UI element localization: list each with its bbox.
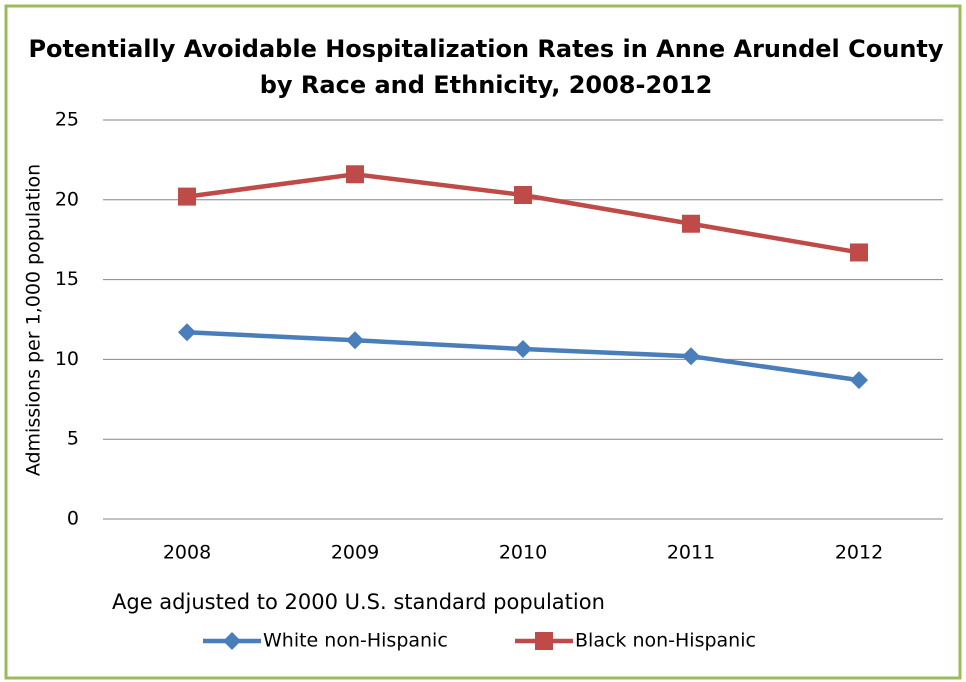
legend-label: Black non-Hispanic <box>575 630 756 652</box>
x-tick-label: 2009 <box>331 542 379 564</box>
marker <box>514 340 532 359</box>
marker <box>682 214 700 233</box>
marker <box>850 243 868 262</box>
marker <box>514 186 532 205</box>
marker <box>178 187 196 206</box>
chart-frame <box>4 4 962 680</box>
marker <box>850 371 868 390</box>
y-tick-label: 20 <box>55 188 79 210</box>
marker <box>682 347 700 366</box>
legend-label: White non-Hispanic <box>263 630 448 652</box>
chart-title: Potentially Avoidable Hospitalization Ra… <box>28 35 943 99</box>
marker <box>535 632 553 650</box>
x-tick-label: 2012 <box>835 542 883 564</box>
y-tick-label: 15 <box>55 268 79 290</box>
y-tick-label: 0 <box>67 508 79 530</box>
y-axis-label: Admissions per 1,000 population <box>23 164 45 476</box>
x-tick-label: 2011 <box>667 542 715 564</box>
x-tick-label: 2008 <box>163 542 211 564</box>
y-tick-label: 25 <box>55 109 79 131</box>
marker <box>346 165 364 184</box>
marker <box>178 323 196 342</box>
y-tick-label: 10 <box>55 348 79 370</box>
x-tick-label: 2010 <box>499 542 547 564</box>
y-tick-label: 5 <box>67 428 79 450</box>
marker <box>223 632 241 650</box>
marker <box>346 331 364 350</box>
annotation: Age adjusted to 2000 U.S. standard popul… <box>112 590 605 614</box>
